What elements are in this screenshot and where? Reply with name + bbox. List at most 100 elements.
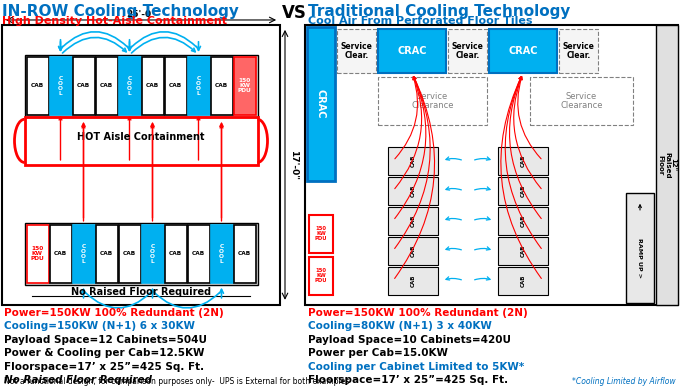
Text: CAB: CAB: [192, 251, 205, 256]
Text: Service
Clear.: Service Clear.: [341, 42, 373, 60]
Text: CAB: CAB: [31, 83, 44, 88]
Text: C
O
O
L: C O O L: [127, 76, 132, 96]
FancyBboxPatch shape: [50, 57, 71, 115]
Text: CRAC: CRAC: [508, 46, 538, 56]
Text: CAB: CAB: [77, 83, 90, 88]
Text: Service
Clear.: Service Clear.: [452, 42, 483, 60]
Text: C
O
O
L: C O O L: [219, 244, 224, 264]
FancyBboxPatch shape: [309, 257, 333, 295]
Text: HOT Aisle Containment: HOT Aisle Containment: [78, 132, 205, 142]
Text: CAB: CAB: [520, 154, 526, 167]
Text: CRAC: CRAC: [316, 89, 326, 119]
FancyBboxPatch shape: [165, 57, 186, 115]
Text: CAB: CAB: [169, 251, 182, 256]
FancyBboxPatch shape: [559, 29, 598, 73]
FancyBboxPatch shape: [498, 237, 548, 265]
Text: CAB: CAB: [411, 154, 415, 167]
Text: CAB: CAB: [520, 185, 526, 197]
FancyBboxPatch shape: [388, 177, 438, 205]
Text: CAB: CAB: [411, 274, 415, 287]
Text: C
O
O
L: C O O L: [150, 244, 155, 264]
FancyBboxPatch shape: [141, 225, 163, 283]
FancyBboxPatch shape: [27, 225, 48, 283]
Text: Power per Cab=15.0KW: Power per Cab=15.0KW: [308, 348, 448, 358]
FancyBboxPatch shape: [118, 225, 141, 283]
Text: Not a functional design, for comparison purposes only-  UPS is External for both: Not a functional design, for comparison …: [4, 377, 350, 386]
FancyBboxPatch shape: [388, 237, 438, 265]
FancyBboxPatch shape: [498, 267, 548, 295]
Text: CAB: CAB: [238, 251, 251, 256]
FancyBboxPatch shape: [27, 57, 48, 115]
Text: C
O
O
L: C O O L: [58, 76, 63, 96]
FancyBboxPatch shape: [50, 225, 71, 283]
Text: 150
KW
PDU: 150 KW PDU: [31, 246, 44, 261]
Text: RAMP UP >: RAMP UP >: [638, 238, 643, 278]
Text: Floorspace=17’ x 25”=425 Sq. Ft.: Floorspace=17’ x 25”=425 Sq. Ft.: [308, 375, 508, 385]
Text: Power & Cooling per Cab=12.5KW: Power & Cooling per Cab=12.5KW: [4, 348, 205, 358]
FancyBboxPatch shape: [388, 147, 438, 175]
Text: CAB: CAB: [520, 244, 526, 257]
FancyBboxPatch shape: [24, 55, 258, 117]
FancyBboxPatch shape: [211, 57, 233, 115]
FancyBboxPatch shape: [188, 225, 209, 283]
Text: CAB: CAB: [520, 274, 526, 287]
Text: Power=150KW 100% Redundant (2N): Power=150KW 100% Redundant (2N): [4, 308, 224, 318]
FancyBboxPatch shape: [388, 207, 438, 235]
Text: 25'-0": 25'-0": [126, 10, 156, 19]
Text: CAB: CAB: [100, 251, 113, 256]
Text: CAB: CAB: [123, 251, 136, 256]
FancyBboxPatch shape: [73, 57, 95, 115]
Text: Payload Space=12 Cabinets=504U: Payload Space=12 Cabinets=504U: [4, 335, 207, 345]
FancyBboxPatch shape: [233, 225, 256, 283]
Text: 150
KW
PDU: 150 KW PDU: [315, 268, 327, 283]
Text: No Raised Floor Required: No Raised Floor Required: [4, 375, 152, 385]
Text: CRAC: CRAC: [397, 46, 427, 56]
FancyBboxPatch shape: [626, 193, 654, 303]
FancyBboxPatch shape: [141, 57, 163, 115]
Text: Service
Clear.: Service Clear.: [562, 42, 594, 60]
Text: CAB: CAB: [100, 83, 113, 88]
FancyBboxPatch shape: [448, 29, 487, 73]
FancyBboxPatch shape: [378, 29, 446, 73]
Text: *Cooling Limited by Airflow: *Cooling Limited by Airflow: [573, 377, 676, 386]
FancyBboxPatch shape: [498, 207, 548, 235]
Text: Service
Clearance: Service Clearance: [411, 92, 454, 110]
FancyBboxPatch shape: [337, 29, 376, 73]
FancyBboxPatch shape: [95, 57, 118, 115]
FancyBboxPatch shape: [498, 177, 548, 205]
Text: CAB: CAB: [411, 185, 415, 197]
Text: CAB: CAB: [54, 251, 67, 256]
Text: High Density Hot-Aisle Containment: High Density Hot-Aisle Containment: [2, 16, 227, 26]
Text: Payload Space=10 Cabinets=420U: Payload Space=10 Cabinets=420U: [308, 335, 511, 345]
Text: C
O
O
L: C O O L: [196, 76, 201, 96]
Text: Cooling=150KW (N+1) 6 x 30KW: Cooling=150KW (N+1) 6 x 30KW: [4, 321, 195, 331]
Text: C
O
O
L: C O O L: [81, 244, 86, 264]
Text: 150
KW
PDU: 150 KW PDU: [237, 78, 252, 94]
Text: CAB: CAB: [169, 83, 182, 88]
Text: Cooling=80KW (N+1) 3 x 40KW: Cooling=80KW (N+1) 3 x 40KW: [308, 321, 492, 331]
FancyBboxPatch shape: [118, 57, 141, 115]
Text: CAB: CAB: [411, 244, 415, 257]
FancyBboxPatch shape: [305, 25, 678, 305]
FancyBboxPatch shape: [309, 215, 333, 253]
FancyBboxPatch shape: [165, 225, 186, 283]
Text: CAB: CAB: [146, 83, 159, 88]
Text: CAB: CAB: [520, 215, 526, 227]
FancyBboxPatch shape: [24, 223, 258, 285]
Text: Traditional Cooling Technology: Traditional Cooling Technology: [308, 4, 571, 19]
Text: CAB: CAB: [215, 83, 228, 88]
Text: Cool Air From Perforated Floor Tiles: Cool Air From Perforated Floor Tiles: [308, 16, 532, 26]
FancyBboxPatch shape: [489, 29, 557, 73]
Text: Power=150KW 100% Redundant (2N): Power=150KW 100% Redundant (2N): [308, 308, 528, 318]
FancyBboxPatch shape: [498, 147, 548, 175]
FancyBboxPatch shape: [656, 25, 678, 305]
Text: CAB: CAB: [411, 215, 415, 227]
FancyBboxPatch shape: [95, 225, 118, 283]
Text: Service
Clearance: Service Clearance: [560, 92, 602, 110]
FancyBboxPatch shape: [307, 27, 335, 181]
Text: No Raised Floor Required: No Raised Floor Required: [71, 287, 211, 297]
FancyBboxPatch shape: [388, 267, 438, 295]
Text: 17'-0": 17'-0": [290, 150, 299, 180]
FancyBboxPatch shape: [2, 25, 280, 305]
Text: 12"
Raised
Floor: 12" Raised Floor: [658, 152, 677, 178]
